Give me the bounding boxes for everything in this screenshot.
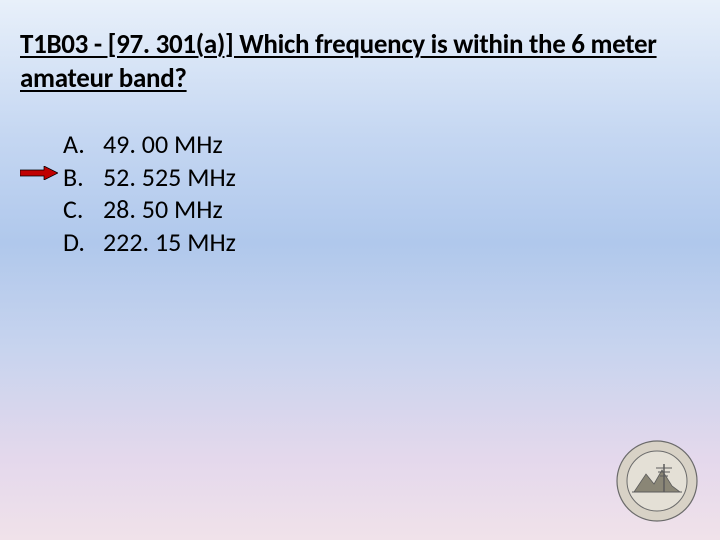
answer-option-d: D. 222. 15 MHz [63,226,236,259]
answer-letter: B. [63,161,91,194]
arrow-path [20,166,58,180]
answer-list: A. 49. 00 MHz B. 52. 525 MHz C. 28. 50 M… [63,128,236,258]
seal-logo-icon [616,440,698,522]
answer-letter: C. [63,193,91,226]
answer-option-a: A. 49. 00 MHz [63,128,236,161]
answer-text: 222. 15 MHz [103,226,236,259]
answer-text: 28. 50 MHz [103,193,223,226]
answer-option-c: C. 28. 50 MHz [63,193,236,226]
answer-option-b: B. 52. 525 MHz [63,161,236,194]
correct-answer-arrow-icon [20,166,58,180]
answer-letter: A. [63,128,91,161]
answer-letter: D. [63,226,91,259]
answer-text: 52. 525 MHz [103,161,236,194]
question-text: T1B03 - [97. 301(a)] Which frequency is … [20,28,700,96]
answer-text: 49. 00 MHz [103,128,223,161]
